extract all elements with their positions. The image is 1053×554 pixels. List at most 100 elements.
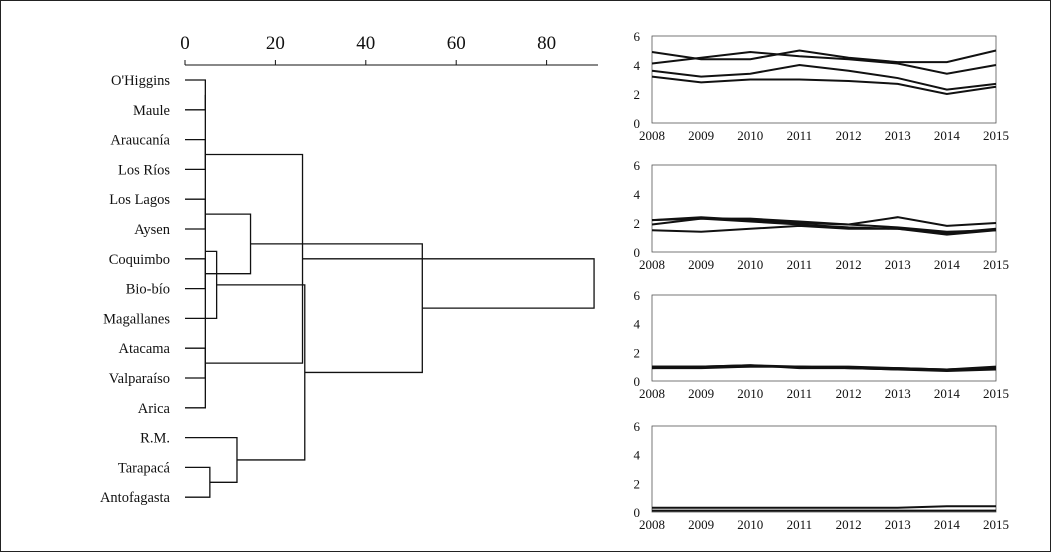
x-tick-label: 2014: [934, 386, 961, 401]
dendrogram-link: [185, 466, 211, 498]
y-tick-label: 0: [634, 245, 641, 260]
dendrogram-leaf-label: Tarapacá: [118, 460, 171, 476]
series-line: [651, 224, 997, 236]
x-tick-label: 2013: [885, 128, 911, 143]
dendrogram-leaf-label: Maule: [133, 103, 170, 119]
x-tick-label: 2009: [688, 257, 714, 272]
dendrogram-leaf-label: Atacama: [118, 341, 170, 357]
dendrogram-link: [185, 347, 206, 379]
x-tick-label: 2012: [836, 128, 862, 143]
dendrogram-leaf-label: O'Higgins: [111, 73, 170, 89]
y-tick-label: 2: [634, 87, 641, 102]
x-tick-label: 2010: [737, 257, 763, 272]
plot-area-border: [651, 35, 997, 124]
x-tick-label: 2010: [737, 386, 763, 401]
x-tick-label: 2015: [983, 257, 1009, 272]
line-panel-2: 0 2 4 6 2008 2009 2010 2011 2012 2013 2014 2015: [634, 158, 1010, 272]
x-tick-label: 2013: [885, 517, 911, 532]
dendrogram-leaf-label: Araucanía: [110, 133, 170, 149]
dendrogram: 0 20 40 60 80 O'Higgins Maule Araucanía Los Ríos…: [100, 33, 598, 506]
x-tick-label: 2010: [737, 128, 763, 143]
x-tick-label: 2015: [983, 386, 1009, 401]
y-tick-label: 4: [634, 187, 641, 202]
dendrogram-leaf-label: Arica: [138, 401, 171, 417]
dendrogram-leaf-label: Los Lagos: [109, 192, 170, 208]
y-tick-label: 6: [634, 29, 641, 44]
y-tick-label: 2: [634, 476, 641, 491]
dendrogram-link: [185, 250, 218, 320]
x-tick-label: 2011: [787, 386, 813, 401]
y-tick-label: 4: [634, 448, 641, 463]
dendrogram-leaf-label: Valparaíso: [109, 371, 170, 387]
y-tick-label: 6: [634, 288, 641, 303]
dendrogram-leaf-label: Los Ríos: [118, 162, 170, 178]
y-tick-label: 6: [634, 419, 641, 434]
y-tick-label: 0: [634, 116, 641, 131]
y-tick-label: 2: [634, 345, 641, 360]
line-panel-3: 0 2 4 6 2008 2009 2010 2011 2012 2013 2014 2015: [634, 288, 1010, 401]
x-tick-label: 2015: [983, 128, 1009, 143]
series-line: [651, 50, 997, 75]
plot-area-border: [651, 164, 997, 253]
x-tick-label: 2014: [934, 128, 961, 143]
x-tick-label: 2013: [885, 386, 911, 401]
dendrogram-leaf-label: Antofagasta: [100, 490, 171, 506]
x-tick-label: 2014: [934, 257, 961, 272]
dendrogram-tick-label: 40: [356, 33, 375, 54]
dendrogram-link: [302, 258, 595, 309]
y-tick-label: 4: [634, 317, 641, 332]
dendrogram-link: [185, 198, 206, 230]
x-tick-label: 2008: [639, 386, 665, 401]
y-tick-label: 4: [634, 58, 641, 73]
x-tick-label: 2013: [885, 257, 911, 272]
x-tick-label: 2011: [787, 257, 813, 272]
dendrogram-link: [216, 284, 306, 461]
dendrogram-leaf-label: R.M.: [140, 431, 170, 447]
series-line: [651, 217, 997, 235]
plot-area-border: [651, 294, 997, 382]
series-line: [652, 505, 996, 509]
dendrogram-link: [205, 213, 252, 275]
series-line: [651, 216, 997, 233]
y-tick-label: 0: [634, 374, 641, 389]
x-tick-label: 2010: [737, 517, 763, 532]
series-line: [652, 365, 997, 372]
dendrogram-link: [205, 153, 304, 364]
y-tick-label: 6: [634, 158, 641, 173]
dendrogram-link: [185, 258, 206, 290]
plot-area-border: [651, 425, 997, 513]
series-line: [651, 49, 997, 64]
x-tick-label: 2015: [983, 517, 1009, 532]
dendrogram-link: [185, 436, 238, 483]
x-tick-label: 2012: [836, 386, 862, 401]
x-tick-label: 2008: [639, 128, 665, 143]
dendrogram-tick-label: 60: [447, 33, 466, 54]
x-tick-label: 2012: [836, 257, 862, 272]
x-tick-label: 2009: [688, 386, 714, 401]
dendrogram-tick-label: 20: [266, 33, 285, 54]
dendrogram-leaf-label: Coquimbo: [109, 252, 170, 268]
series-line: [651, 63, 997, 91]
x-tick-label: 2011: [787, 517, 813, 532]
dendrogram-leaf-label: Aysen: [134, 222, 170, 238]
dendrogram-leaf-label: Bio-bío: [126, 282, 170, 298]
x-tick-label: 2014: [934, 517, 961, 532]
y-tick-label: 2: [634, 216, 641, 231]
dendrogram-link: [185, 79, 206, 111]
series-line: [651, 75, 997, 96]
x-tick-label: 2009: [688, 128, 714, 143]
dendrogram-tick-label: 80: [537, 33, 556, 54]
dendrogram-link: [185, 94, 206, 409]
x-tick-label: 2008: [639, 517, 665, 532]
x-tick-label: 2009: [688, 517, 714, 532]
x-tick-label: 2011: [787, 128, 813, 143]
dendrogram-leaf-label: Magallanes: [103, 311, 170, 327]
x-tick-label: 2008: [639, 257, 665, 272]
x-tick-label: 2012: [836, 517, 862, 532]
line-panel-1: 0 2 4 6 2008 2009 2010 2011 2012 2013 2014 2015: [634, 29, 1010, 143]
dendrogram-link: [185, 138, 206, 171]
dendrogram-link: [250, 243, 423, 374]
y-tick-label: 0: [634, 505, 641, 520]
dendrogram-tick-label: 0: [180, 33, 190, 54]
